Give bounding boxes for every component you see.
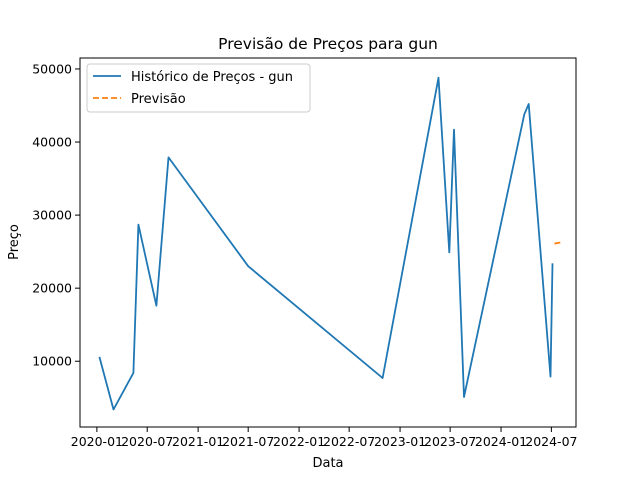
x-tick-label-0: 2020-01 <box>71 434 123 449</box>
plot-area <box>80 58 576 427</box>
y-tick-label-2: 30000 <box>32 208 72 223</box>
x-axis-label: Data <box>312 456 343 471</box>
x-tick-label-8: 2024-01 <box>475 434 527 449</box>
y-axis: 10000 20000 30000 40000 50000 <box>32 61 80 369</box>
x-tick-label-2: 2021-01 <box>172 434 224 449</box>
y-axis-label: Preço <box>7 224 22 260</box>
x-tick-label-1: 2020-07 <box>121 434 173 449</box>
legend-box <box>86 63 311 113</box>
y-tick-label-0: 10000 <box>32 354 72 369</box>
legend-label-forecast: Previsão <box>131 92 186 107</box>
series-line-forecast <box>554 241 563 245</box>
legend-label-history: Histórico de Preços - gun <box>131 70 293 85</box>
x-tick-label-7: 2023-07 <box>424 434 476 449</box>
x-tick-label-4: 2022-01 <box>273 434 325 449</box>
chart-title: Previsão de Preços para gun <box>218 35 438 53</box>
y-tick-label-1: 20000 <box>32 281 72 296</box>
series-layer <box>98 76 563 411</box>
plot-frame <box>79 57 577 428</box>
legend: Histórico de Preços - gun Previsão <box>86 63 311 113</box>
y-tick-label-3: 40000 <box>32 135 72 150</box>
x-tick-label-3: 2021-07 <box>222 434 274 449</box>
x-tick-label-6: 2023-01 <box>374 434 426 449</box>
x-tick-label-9: 2024-07 <box>525 434 577 449</box>
x-tick-label-5: 2022-07 <box>323 434 375 449</box>
x-axis: 2020-012020-072021-012021-072022-012022-… <box>71 427 577 449</box>
series-line-history <box>98 76 554 411</box>
y-tick-label-4: 50000 <box>32 61 72 76</box>
